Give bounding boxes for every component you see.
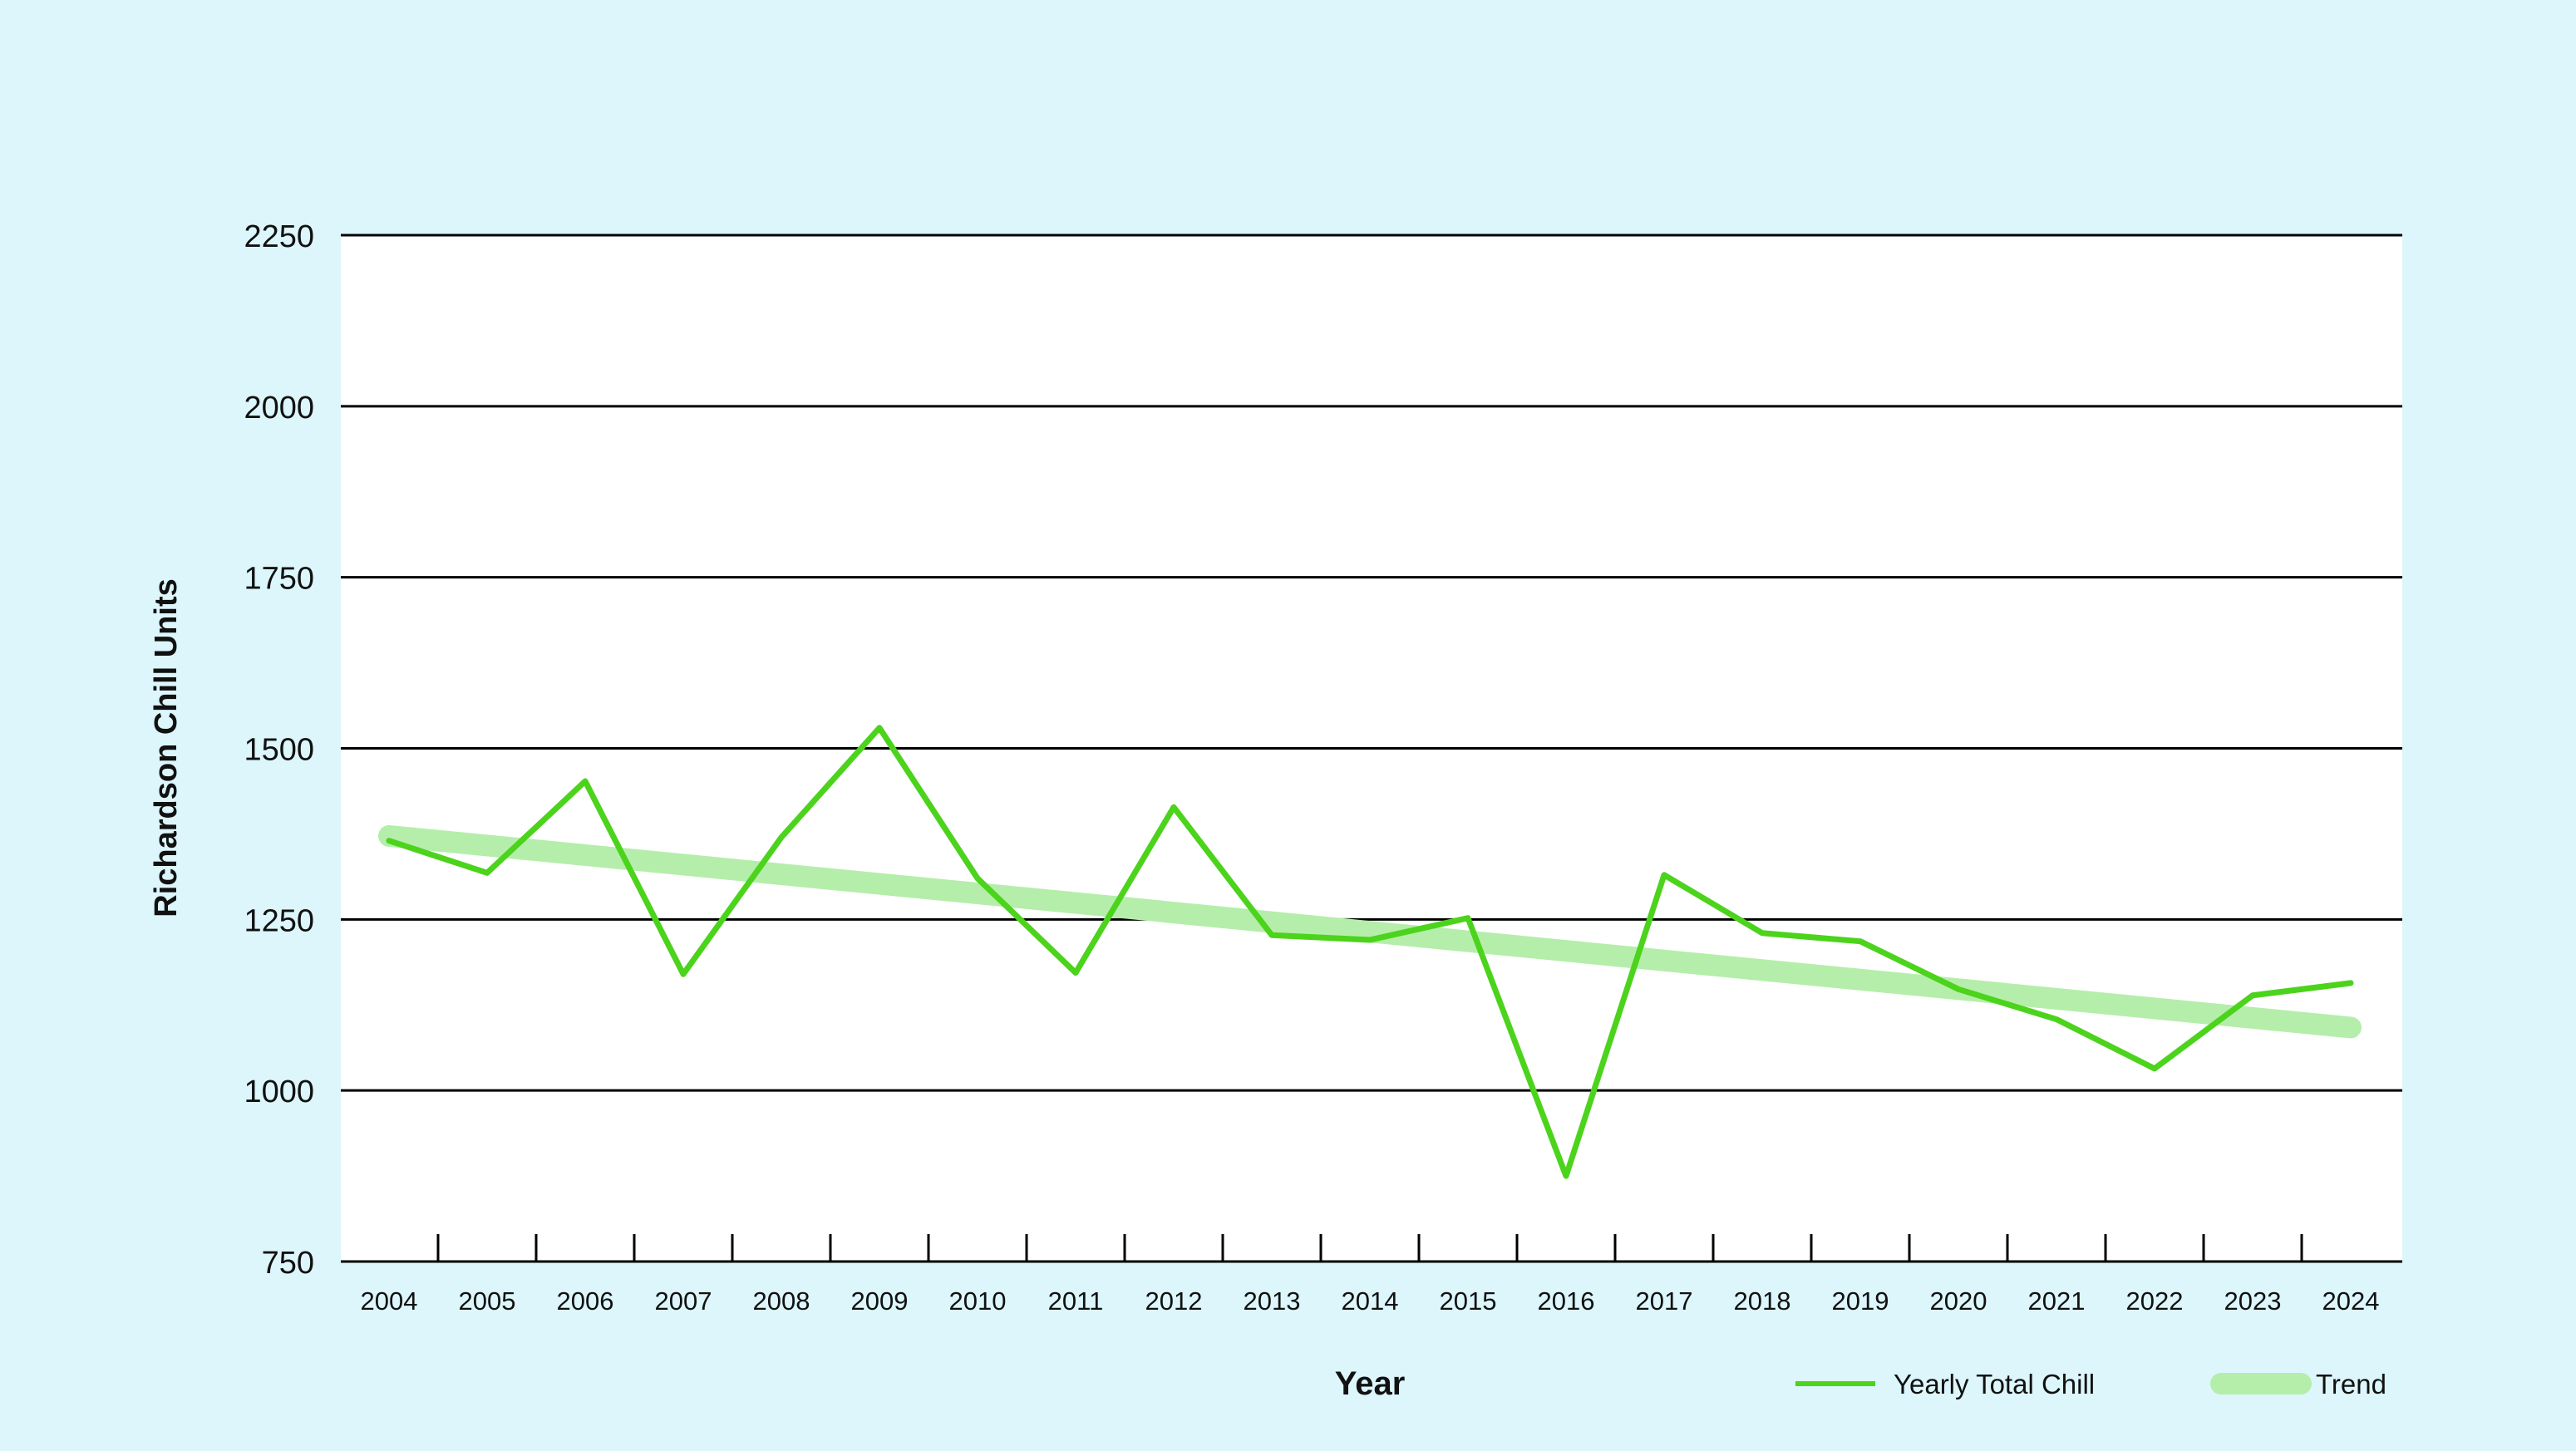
data-point-2018 — [1760, 930, 1765, 936]
x-tick-label-2016: 2016 — [1538, 1286, 1595, 1316]
data-point-2013 — [1269, 932, 1274, 938]
y-tick-label-1250: 1250 — [244, 903, 314, 938]
y-tick-label-1500: 1500 — [244, 733, 314, 768]
data-point-2008 — [779, 834, 784, 840]
gridlines — [341, 234, 2402, 1263]
x-tick-label-2007: 2007 — [655, 1286, 712, 1316]
x-tick-label-2006: 2006 — [557, 1286, 614, 1316]
x-tick-label-2009: 2009 — [851, 1286, 909, 1316]
data-point-2014 — [1367, 937, 1372, 943]
y-tick-label-750: 750 — [262, 1246, 314, 1281]
x-tick-label-2017: 2017 — [1636, 1286, 1693, 1316]
x-tick-label-2019: 2019 — [1832, 1286, 1889, 1316]
data-point-2005 — [485, 870, 490, 876]
x-tick-label-2021: 2021 — [2028, 1286, 2086, 1316]
y-tick-label-2250: 2250 — [244, 219, 314, 254]
x-axis-label: Year — [1335, 1365, 1406, 1402]
x-tick-label-2011: 2011 — [1048, 1286, 1104, 1316]
data-point-2023 — [2250, 992, 2255, 998]
data-point-2021 — [2054, 1016, 2059, 1022]
data-point-2009 — [877, 725, 882, 730]
x-tick-label-2018: 2018 — [1734, 1286, 1791, 1316]
x-tick-label-2013: 2013 — [1244, 1286, 1301, 1316]
trend-line — [378, 824, 2362, 1039]
x-tick-label-2024: 2024 — [2322, 1286, 2380, 1316]
y-axis-label: Richardson Chill Units — [149, 578, 184, 917]
x-tick-label-2004: 2004 — [361, 1286, 418, 1316]
data-point-2016 — [1564, 1173, 1569, 1179]
data-point-2011 — [1073, 970, 1078, 976]
x-tick-label-2020: 2020 — [1930, 1286, 1987, 1316]
data-point-2022 — [2152, 1065, 2157, 1071]
data-point-2020 — [1956, 986, 1961, 992]
x-tick-label-2005: 2005 — [459, 1286, 516, 1316]
x-tick-label-2022: 2022 — [2126, 1286, 2184, 1316]
legend: Yearly Total Chill Trend — [1795, 1369, 2386, 1399]
y-tick-labels: 750 1000 1250 1500 1750 2000 2250 — [244, 219, 314, 1281]
y-tick-label-1750: 1750 — [244, 562, 314, 597]
data-point-2004 — [387, 838, 392, 844]
y-tick-label-2000: 2000 — [244, 391, 314, 425]
x-tick-label-2023: 2023 — [2224, 1286, 2282, 1316]
trend-layer — [378, 824, 2362, 1039]
y-tick-label-1000: 1000 — [244, 1075, 314, 1109]
data-point-2010 — [975, 875, 980, 881]
data-point-2019 — [1858, 938, 1863, 944]
series-layer — [386, 725, 2354, 1179]
x-tick-label-2012: 2012 — [1145, 1286, 1203, 1316]
data-point-2007 — [681, 971, 686, 977]
x-tick-label-2008: 2008 — [753, 1286, 810, 1316]
x-axis-ticks: 2004 2005 2006 2007 2008 2009 2010 2011 2012 2013… — [361, 1234, 2380, 1316]
data-point-2024 — [2348, 980, 2353, 986]
data-point-2012 — [1171, 804, 1176, 810]
data-point-2015 — [1465, 915, 1470, 921]
data-point-2017 — [1662, 872, 1667, 878]
legend-label-trend: Trend — [2316, 1369, 2386, 1399]
x-tick-label-2010: 2010 — [949, 1286, 1007, 1316]
x-tick-label-2015: 2015 — [1440, 1286, 1497, 1316]
data-point-2006 — [583, 779, 588, 785]
x-tick-label-2014: 2014 — [1342, 1286, 1399, 1316]
legend-label-yearly-total-chill: Yearly Total Chill — [1894, 1369, 2095, 1399]
